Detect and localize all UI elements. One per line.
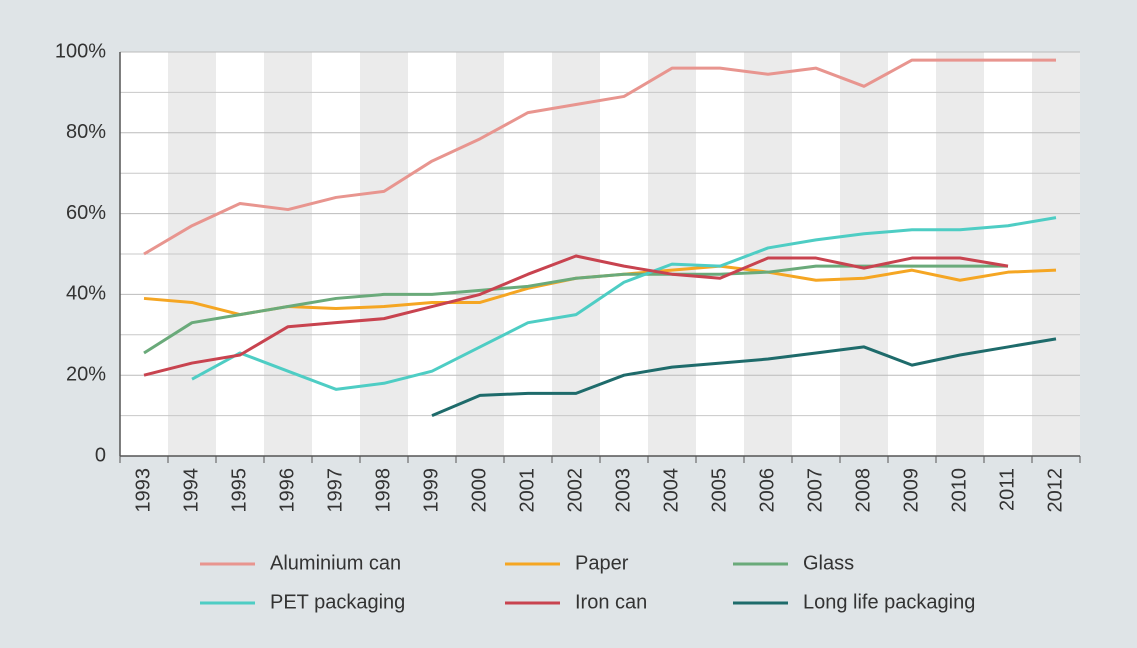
x-tick-label: 1997 [324, 468, 346, 513]
x-tick-label: 2012 [1044, 468, 1066, 513]
x-tick-label: 1999 [420, 468, 442, 513]
y-tick-label: 20% [66, 363, 106, 385]
x-tick-label: 2000 [468, 468, 490, 513]
legend-label: Iron can [575, 591, 647, 613]
y-tick-label: 0 [95, 444, 106, 466]
x-tick-label: 2001 [516, 468, 538, 513]
series-line [143, 264, 1008, 355]
series-line [431, 337, 1057, 417]
x-tick-label: 2009 [900, 468, 922, 513]
x-tick-label: 2008 [852, 468, 874, 513]
legend-label: Paper [575, 552, 629, 574]
y-tick-label: 60% [66, 202, 106, 224]
x-tick-label: 1996 [276, 468, 298, 513]
legend-label: Long life packaging [803, 591, 975, 613]
x-tick-label: 2002 [564, 468, 586, 513]
x-tick-label: 1994 [180, 468, 202, 513]
legend-label: Glass [803, 552, 854, 574]
series-line [191, 216, 1057, 391]
x-tick-label: 1993 [132, 468, 154, 513]
x-tick-label: 2003 [612, 468, 634, 513]
legend-label: Aluminium can [270, 552, 401, 574]
y-tick-label: 100% [55, 40, 106, 62]
x-tick-label: 2007 [804, 468, 826, 513]
x-tick-label: 2005 [708, 468, 730, 513]
series-line [143, 254, 1009, 377]
x-tick-label: 2011 [996, 468, 1018, 511]
x-tick-label: 2006 [756, 468, 778, 513]
legend-label: PET packaging [270, 591, 405, 613]
y-tick-label: 40% [66, 283, 106, 305]
x-tick-label: 1998 [372, 468, 394, 513]
y-tick-label: 80% [66, 121, 106, 143]
series-line [143, 58, 1056, 256]
x-tick-label: 2010 [948, 468, 970, 513]
x-tick-label: 1995 [228, 468, 250, 513]
x-tick-label: 2004 [660, 468, 682, 513]
